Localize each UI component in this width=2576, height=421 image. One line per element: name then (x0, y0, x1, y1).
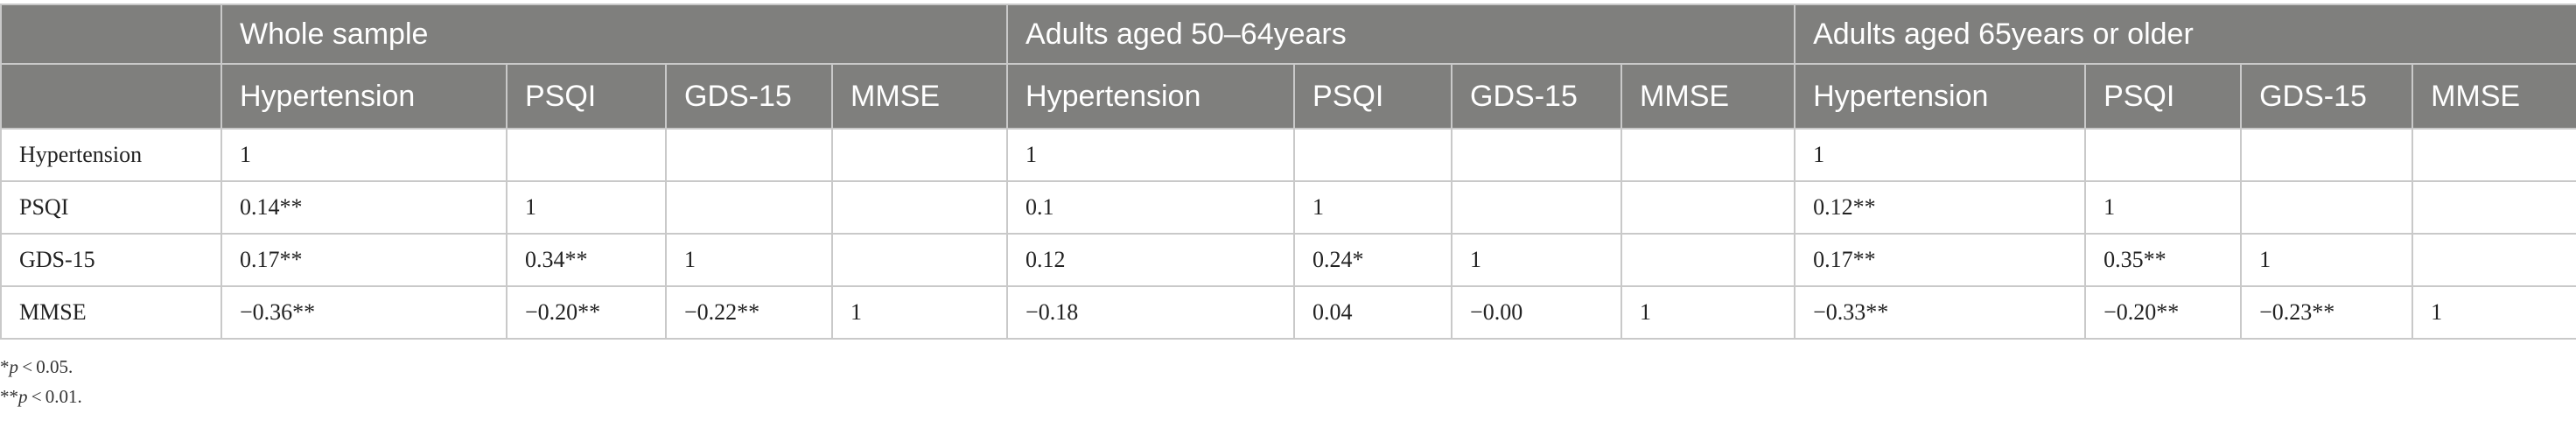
table-cell: −0.20** (506, 285, 667, 340)
footnote-marker: ** (0, 386, 18, 407)
table-cell (830, 128, 1009, 182)
table-cell: 1 (1451, 233, 1623, 287)
table-cell: 1 (2240, 233, 2414, 287)
column-header: MMSE (1620, 63, 1796, 130)
table-cell (830, 180, 1009, 235)
table-cell (2412, 233, 2576, 287)
table-cell: −0.20** (2084, 285, 2243, 340)
table-cell (1451, 180, 1623, 235)
group-header-adults-65-plus: Adults aged 65years or older (1794, 4, 2576, 65)
footnote-variable: p (18, 386, 28, 407)
table-footnotes: *p < 0.05. **p < 0.01. (0, 352, 82, 411)
table-cell (665, 180, 833, 235)
table-cell (2240, 128, 2414, 182)
corner-header-cell (0, 4, 222, 65)
footnote-marker: * (0, 356, 10, 377)
table-cell: 1 (830, 285, 1009, 340)
table-row: Hypertension 1 1 1 (0, 128, 2576, 182)
table-cell: 1 (1006, 128, 1296, 182)
footnote-p05: *p < 0.05. (0, 352, 82, 382)
table-cell (665, 128, 833, 182)
table-body: Hypertension 1 1 1 PSQI 0.14** 1 0.1 1 0.12** 1 GDS… (0, 128, 2576, 340)
row-label: Hypertension (0, 128, 222, 182)
table-row: MMSE −0.36** −0.20** −0.22** 1 −0.18 0.04 −0.00… (0, 285, 2576, 340)
table-cell: 1 (1620, 285, 1796, 340)
footnote-text: < 0.01. (27, 386, 82, 407)
table-cell: −0.36** (220, 285, 508, 340)
column-header: GDS-15 (2240, 63, 2414, 130)
table-cell (1620, 180, 1796, 235)
row-label: PSQI (0, 180, 222, 235)
column-header: PSQI (1293, 63, 1453, 130)
correlation-table: Whole sample Adults aged 50–64years Adul… (0, 4, 2576, 340)
row-label: GDS-15 (0, 233, 222, 287)
column-header: Hypertension (1006, 63, 1296, 130)
column-header: PSQI (2084, 63, 2243, 130)
footnote-p01: **p < 0.01. (0, 382, 82, 411)
column-header: Hypertension (220, 63, 508, 130)
table-cell: 1 (1293, 180, 1453, 235)
table-cell: 1 (506, 180, 667, 235)
table-row: PSQI 0.14** 1 0.1 1 0.12** 1 (0, 180, 2576, 235)
subheader-row: Hypertension PSQI GDS-15 MMSE Hypertensi… (0, 63, 2576, 130)
table-cell: −0.33** (1794, 285, 2087, 340)
table-cell: 1 (2084, 180, 2243, 235)
group-header-row: Whole sample Adults aged 50–64years Adul… (0, 4, 2576, 65)
group-header-adults-50-64: Adults aged 50–64years (1006, 4, 1796, 65)
table-row: GDS-15 0.17** 0.34** 1 0.12 0.24* 1 0.17** 0.35*… (0, 233, 2576, 287)
table-cell: 1 (2412, 285, 2576, 340)
column-header: MMSE (830, 63, 1009, 130)
table-cell: 1 (665, 233, 833, 287)
table-cell: −0.22** (665, 285, 833, 340)
table-cell (2084, 128, 2243, 182)
table-cell (1451, 128, 1623, 182)
table-cell: 0.17** (220, 233, 508, 287)
column-header: MMSE (2412, 63, 2576, 130)
table-cell: −0.23** (2240, 285, 2414, 340)
table-cell: −0.18 (1006, 285, 1296, 340)
table-cell: 0.12 (1006, 233, 1296, 287)
table-cell (1293, 128, 1453, 182)
table-cell: 0.14** (220, 180, 508, 235)
table-cell: −0.00 (1451, 285, 1623, 340)
table-cell: 0.24* (1293, 233, 1453, 287)
table-cell (506, 128, 667, 182)
corner-subheader-cell (0, 63, 222, 130)
table-cell: 0.17** (1794, 233, 2087, 287)
table-cell (1620, 233, 1796, 287)
column-header: GDS-15 (665, 63, 833, 130)
table-cell: 0.04 (1293, 285, 1453, 340)
column-header: Hypertension (1794, 63, 2087, 130)
table-cell (2240, 180, 2414, 235)
table-cell (830, 233, 1009, 287)
group-header-whole-sample: Whole sample (220, 4, 1009, 65)
footnote-text: < 0.05. (18, 356, 74, 377)
column-header: PSQI (506, 63, 667, 130)
table-cell: 1 (1794, 128, 2087, 182)
table-cell: 0.35** (2084, 233, 2243, 287)
table-cell: 0.1 (1006, 180, 1296, 235)
table-cell: 0.12** (1794, 180, 2087, 235)
table-cell: 1 (220, 128, 508, 182)
row-label: MMSE (0, 285, 222, 340)
footnote-variable: p (9, 356, 19, 377)
table-cell (2412, 180, 2576, 235)
table-cell: 0.34** (506, 233, 667, 287)
table-cell (1620, 128, 1796, 182)
table-cell (2412, 128, 2576, 182)
column-header: GDS-15 (1451, 63, 1623, 130)
